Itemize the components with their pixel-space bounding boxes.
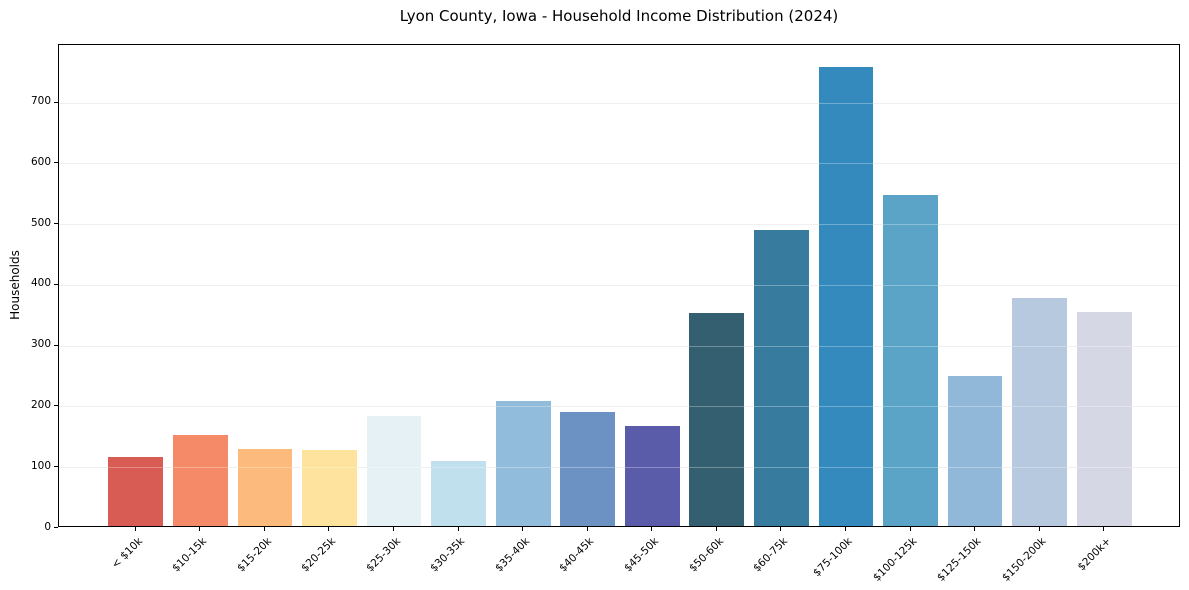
y-tick-label-600: 600 [30,155,51,168]
x-tick-mark-9 [715,527,717,531]
y-tick-mark-500 [54,223,58,225]
x-tick-mark-4 [393,527,395,531]
bar-10-15k [172,434,228,526]
x-tick-mark-10 [780,527,782,531]
bar-10k [108,456,164,526]
bar-25-30k [366,416,422,526]
x-tick-label-10-15k: $10-15k [170,535,210,575]
bar-75-100k [818,66,874,526]
x-tick-label-25-30k: $25-30k [363,535,403,575]
x-tick-label-10k: < $10k [109,535,145,571]
y-tick-label-100: 100 [30,459,51,472]
x-tick-mark-15 [1103,527,1105,531]
gridline-y-300 [59,345,1179,347]
x-tick-mark-5 [457,527,459,531]
x-tick-label-150-200k: $150-200k [999,535,1049,584]
y-axis-label: Households [8,250,22,320]
x-tick-mark-6 [522,527,524,531]
bar-45-50k [624,426,680,526]
x-tick-mark-3 [328,527,330,531]
x-tick-mark-13 [974,527,976,531]
x-tick-label-125-150k: $125-150k [935,535,984,584]
y-tick-label-500: 500 [30,216,51,229]
bar-125-150k [947,375,1003,526]
y-tick-mark-400 [54,283,58,285]
x-tick-label-45-50k: $45-50k [621,535,662,575]
y-tick-label-400: 400 [30,277,51,290]
bar-60-75k [753,230,809,526]
x-tick-mark-2 [263,527,265,531]
x-tick-label-30-35k: $30-35k [428,535,468,575]
y-tick-label-300: 300 [30,338,51,351]
y-tick-label-0: 0 [44,520,51,533]
bar-15-20k [237,448,293,526]
y-tick-mark-600 [54,162,58,164]
y-tick-label-200: 200 [30,398,51,411]
x-tick-label-50-60k: $50-60k [686,535,726,575]
bar-30-35k [431,461,487,526]
y-tick-mark-100 [54,466,58,468]
y-tick-mark-700 [54,101,58,103]
x-tick-mark-11 [844,527,846,531]
x-tick-mark-14 [1038,527,1040,531]
x-tick-mark-8 [651,527,653,531]
bar-40-45k [560,412,616,526]
x-tick-label-100-125k: $100-125k [870,535,920,584]
x-tick-label-75-100k: $75-100k [810,535,855,580]
gridline-y-200 [59,406,1179,408]
gridline-y-100 [59,467,1179,469]
x-tick-label-20-25k: $20-25k [299,535,339,575]
x-tick-mark-0 [134,527,136,531]
bar-50-60k [689,313,745,526]
x-tick-label-15-20k: $15-20k [234,535,274,575]
x-tick-mark-1 [199,527,201,531]
bar-200k [1076,312,1132,526]
gridline-y-500 [59,224,1179,226]
y-tick-mark-300 [54,344,58,346]
y-tick-mark-0 [54,527,58,528]
bar-150-200k [1012,297,1068,526]
gridline-y-400 [59,284,1179,286]
x-tick-label-35-40k: $35-40k [492,535,532,575]
x-tick-label-40-45k: $40-45k [557,535,597,575]
bar-100-125k [883,194,938,526]
gridline-y-700 [59,102,1179,104]
bar-20-25k [302,450,357,526]
chart-title: Lyon County, Iowa - Household Income Dis… [399,7,839,25]
y-tick-label-700: 700 [30,95,51,108]
x-tick-label-60-75k: $60-75k [751,535,791,575]
y-tick-mark-200 [54,405,58,407]
x-tick-label-200k: $200k+ [1075,535,1113,574]
gridline-y-600 [59,163,1179,165]
x-tick-mark-12 [909,527,911,531]
bar-35-40k [495,401,551,526]
x-tick-mark-7 [586,527,588,531]
plot-area [58,44,1180,527]
